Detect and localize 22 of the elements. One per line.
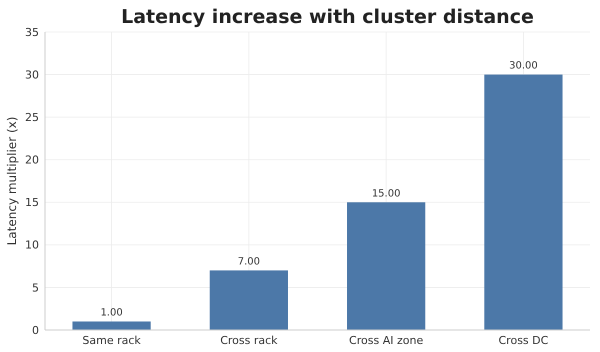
x-tick-label: Cross DC (498, 334, 549, 347)
bar (72, 321, 151, 330)
data-label: 30.00 (509, 60, 538, 72)
chart-title: Latency increase with cluster distance (121, 6, 534, 28)
y-tick-label: 25 (25, 110, 39, 124)
y-tick-label: 35 (25, 26, 39, 39)
bar (484, 74, 563, 330)
y-tick-label: 0 (32, 324, 39, 337)
bar (210, 270, 288, 330)
x-tick-label: Cross AI zone (349, 334, 424, 347)
y-tick-label: 10 (25, 238, 39, 252)
y-axis-title: Latency multiplier (x) (5, 116, 19, 246)
y-tick-label: 5 (32, 281, 39, 294)
y-tick-label: 30 (25, 68, 39, 82)
data-label: 15.00 (372, 188, 400, 200)
x-tick-label: Same rack (82, 334, 142, 347)
data-label: 1.00 (100, 307, 123, 318)
y-tick-label: 20 (25, 154, 39, 167)
y-tick-label: 15 (25, 196, 39, 210)
x-tick-label: Cross rack (220, 334, 278, 347)
bar (347, 202, 426, 330)
data-label: 7.00 (238, 256, 260, 268)
